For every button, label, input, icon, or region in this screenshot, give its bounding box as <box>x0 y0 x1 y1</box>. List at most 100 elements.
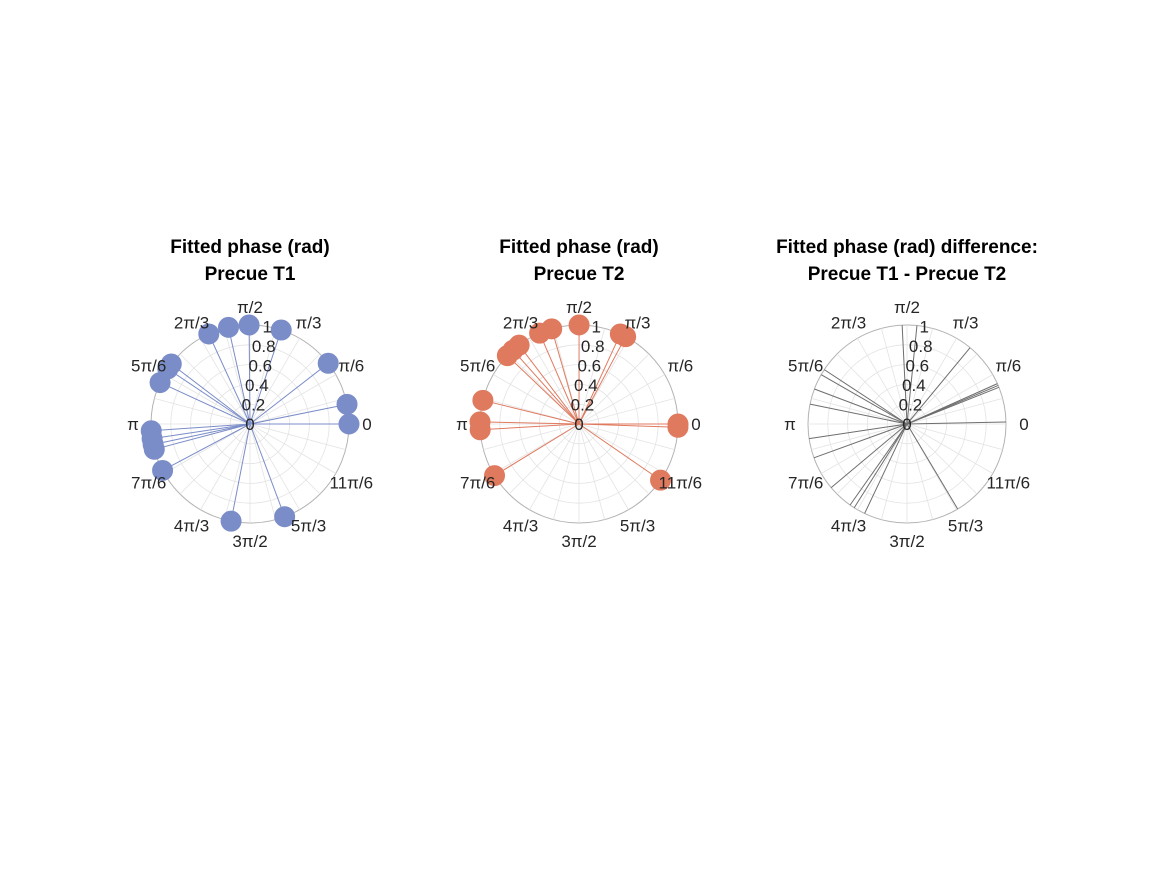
grid-spoke <box>906 423 934 520</box>
data-point <box>198 323 220 345</box>
grid-spoke <box>578 423 675 451</box>
data-stem <box>170 363 251 425</box>
grid-spoke <box>857 423 908 510</box>
r-tick-label: 0.2 <box>571 396 595 415</box>
data-stem <box>480 423 580 431</box>
theta-tick-label: 4π/3 <box>174 516 209 535</box>
r-tick-label: 0.4 <box>245 376 269 395</box>
theta-tick-label: 7π/6 <box>788 474 823 493</box>
grid-spoke <box>249 328 277 425</box>
r-tick-label: 1 <box>262 318 271 337</box>
data-stem <box>208 333 251 425</box>
data-stem <box>480 421 580 425</box>
grid-spoke <box>906 423 978 495</box>
r-tick-label: 0.4 <box>574 376 598 395</box>
grid-spoke <box>578 423 650 495</box>
r-tick-label: 0.6 <box>905 357 929 376</box>
theta-tick-label: π/2 <box>566 298 592 317</box>
grid-spoke <box>578 423 665 474</box>
data-stem <box>849 423 908 506</box>
data-stem <box>814 388 908 425</box>
data-stem <box>539 332 580 425</box>
grid-spoke <box>154 397 251 425</box>
data-stem <box>906 383 998 425</box>
theta-tick-label: π/3 <box>625 314 651 333</box>
panel-precue-t2: Fitted phase (rad) Precue T2 00.20.40.60… <box>456 237 702 551</box>
theta-tick-label: 3π/2 <box>889 532 924 551</box>
panel-2-subtitle: Precue T2 <box>534 264 625 285</box>
data-stem <box>482 399 580 425</box>
theta-tick-label: π <box>456 415 468 434</box>
grid-spoke <box>906 374 993 425</box>
data-stem <box>578 423 678 428</box>
data-point <box>217 316 239 338</box>
panel-1-subtitle: Precue T1 <box>205 264 296 285</box>
theta-tick-label: 4π/3 <box>503 516 538 535</box>
data-stem <box>248 324 251 425</box>
data-point <box>270 319 292 341</box>
grid-spoke <box>249 423 336 474</box>
grid-spoke <box>578 328 606 425</box>
data-point <box>238 314 260 336</box>
grid-spoke <box>836 423 908 495</box>
data-stem <box>152 423 251 440</box>
grid-spoke <box>249 353 321 425</box>
theta-tick-label: 0 <box>691 415 700 434</box>
data-stem <box>906 347 971 425</box>
data-point <box>667 416 689 438</box>
grid-spoke <box>179 423 251 495</box>
grid-spoke <box>249 423 346 451</box>
data-stem <box>249 423 286 517</box>
grid-spoke <box>906 423 1003 451</box>
grid-spoke <box>578 423 629 510</box>
data-stem <box>901 325 908 425</box>
data-point <box>274 506 296 528</box>
theta-tick-label: 0 <box>362 415 371 434</box>
r-tick-label: 0.2 <box>242 396 266 415</box>
data-stem <box>578 423 661 481</box>
grid-spoke <box>578 353 650 425</box>
polar-axes-2: 00.20.40.60.810π/6π/3π/22π/35π/6π7π/64π/… <box>456 298 702 551</box>
grid-spoke <box>179 353 251 425</box>
grid-spoke <box>249 397 346 425</box>
data-stem <box>494 423 580 477</box>
data-stem <box>830 423 908 489</box>
polar-axes-1: 00.20.40.60.810π/6π/3π/22π/35π/6π7π/64π/… <box>127 298 373 551</box>
theta-tick-label: π <box>784 415 796 434</box>
grid-spoke <box>529 338 580 425</box>
data-point <box>149 372 171 394</box>
panel-precue-t1: Fitted phase (rad) Precue T1 00.20.40.60… <box>127 237 373 551</box>
data-point <box>317 352 339 374</box>
grid-spoke <box>578 338 629 425</box>
grid-spoke <box>857 338 908 425</box>
panel-3-subtitle: Precue T1 - Precue T2 <box>808 264 1007 285</box>
data-stem <box>159 382 251 425</box>
data-stem <box>864 423 908 514</box>
data-stem <box>167 368 251 425</box>
grid-spoke <box>249 374 336 425</box>
data-point <box>152 459 174 481</box>
grid-spoke <box>578 397 675 425</box>
data-point <box>568 314 590 336</box>
grid-spoke <box>493 374 580 425</box>
data-point <box>220 510 242 532</box>
data-point <box>336 393 358 415</box>
theta-tick-label: π/6 <box>995 357 1021 376</box>
grid-spoke <box>906 353 978 425</box>
grid-spoke <box>249 423 277 520</box>
data-stem <box>249 329 282 425</box>
r-tick-label: 0.6 <box>248 357 272 376</box>
data-stem <box>813 423 908 459</box>
grid-spoke <box>811 423 908 451</box>
theta-tick-label: 7π/6 <box>460 474 495 493</box>
r-tick-label: 0.8 <box>909 337 933 356</box>
theta-tick-label: 5π/6 <box>131 357 166 376</box>
data-stem <box>249 403 348 425</box>
data-stem <box>809 403 908 425</box>
r-tick-label: 0.8 <box>581 337 605 356</box>
grid-spoke <box>164 374 251 425</box>
data-stem <box>154 423 251 450</box>
grid-spoke <box>483 423 580 451</box>
theta-tick-label: π/2 <box>237 298 263 317</box>
